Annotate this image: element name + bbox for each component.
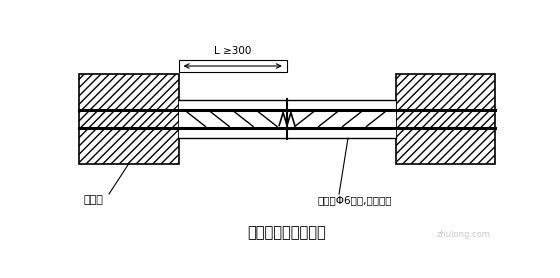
Text: L ≥300: L ≥300 [214,46,251,56]
Bar [179,100,395,138]
Text: 结构柱: 结构柱 [83,195,103,205]
Text: 拉结筋与结构柱作法: 拉结筋与结构柱作法 [248,225,326,240]
Bar [179,60,287,72]
Bar [78,74,179,164]
Text: zhulong.com: zhulong.com [437,230,491,239]
Bar [395,74,495,164]
Text: 墙内置Φ6钢筋,贯通全长: 墙内置Φ6钢筋,贯通全长 [318,195,392,205]
